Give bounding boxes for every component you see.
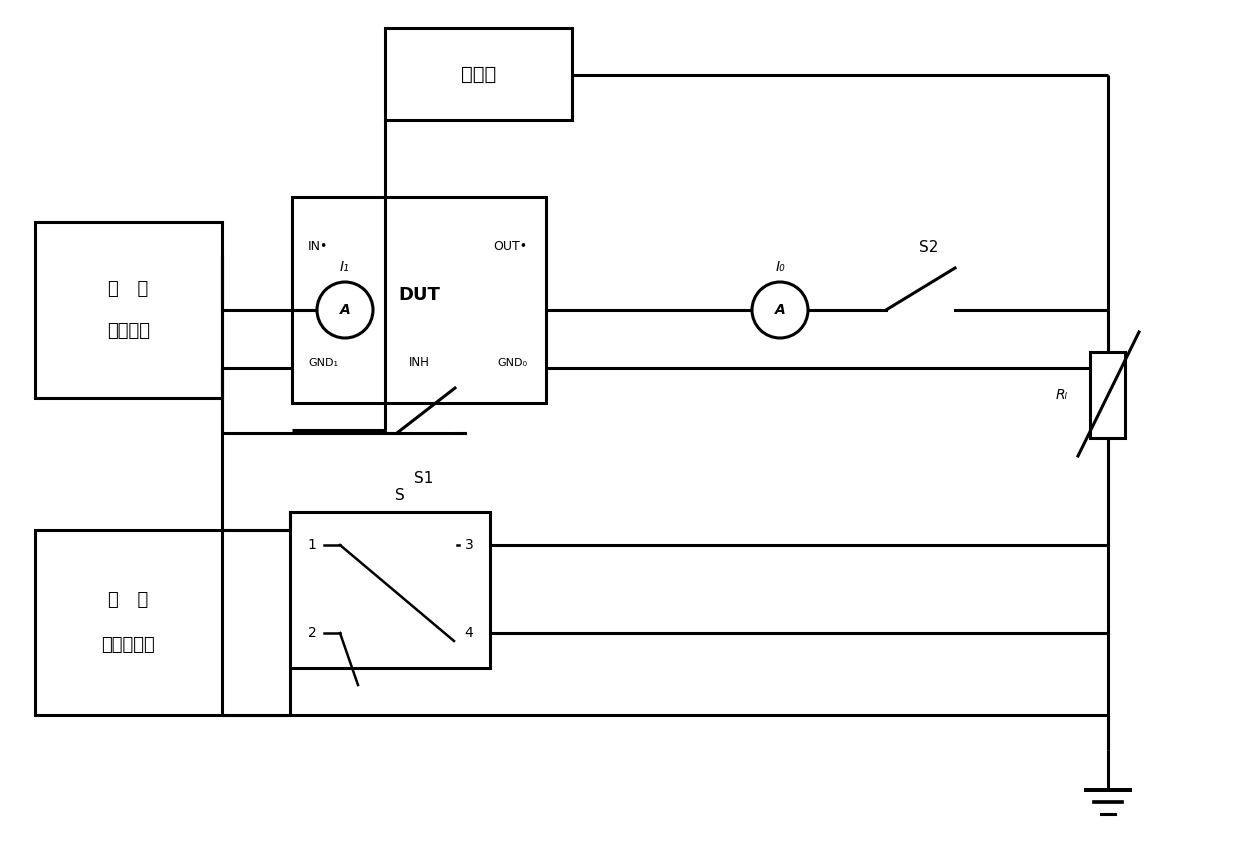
Text: 数字电压表: 数字电压表 xyxy=(102,635,155,654)
Text: 3: 3 xyxy=(465,538,473,552)
Text: 2: 2 xyxy=(307,626,316,640)
Text: 直   流: 直 流 xyxy=(108,280,149,298)
Bar xyxy=(1090,352,1125,438)
Text: 直   流: 直 流 xyxy=(108,591,149,609)
Text: A: A xyxy=(774,303,786,317)
Text: DUT: DUT xyxy=(398,286,440,304)
Text: Rₗ: Rₗ xyxy=(1056,388,1068,402)
Text: A: A xyxy=(339,303,351,317)
Text: I₀: I₀ xyxy=(776,260,784,274)
FancyBboxPatch shape xyxy=(290,512,489,668)
Text: GND₁: GND₁ xyxy=(309,358,338,368)
Text: 1: 1 xyxy=(307,538,316,552)
Circle shape xyxy=(752,282,808,338)
FancyBboxPatch shape xyxy=(385,28,572,120)
Text: GND₀: GND₀ xyxy=(497,358,527,368)
Text: 稳压电源: 稳压电源 xyxy=(107,322,150,340)
Text: S1: S1 xyxy=(414,471,434,486)
FancyBboxPatch shape xyxy=(35,222,222,398)
Text: S2: S2 xyxy=(919,240,939,255)
Text: 示波器: 示波器 xyxy=(461,64,496,84)
Text: 4: 4 xyxy=(465,626,473,640)
Text: I₁: I₁ xyxy=(341,260,349,274)
Text: S: S xyxy=(395,487,405,503)
Text: INH: INH xyxy=(409,356,430,370)
FancyBboxPatch shape xyxy=(292,197,546,403)
Circle shape xyxy=(317,282,373,338)
FancyBboxPatch shape xyxy=(35,530,222,715)
Text: OUT•: OUT• xyxy=(493,240,527,254)
Text: IN•: IN• xyxy=(309,240,328,254)
